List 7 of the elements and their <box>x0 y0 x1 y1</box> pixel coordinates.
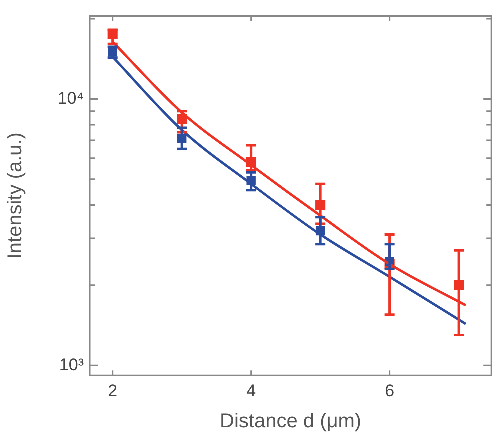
x-tick-label: 6 <box>385 381 395 400</box>
y-tick-label: 10³ <box>59 355 84 374</box>
x-tick-label: 2 <box>108 381 118 400</box>
y-axis-title: Intensity (a.u.) <box>4 132 27 260</box>
x-axis-title: Distance d (μm) <box>220 410 362 433</box>
x-tick-label: 4 <box>246 381 256 400</box>
y-tick-label: 10⁴ <box>58 88 84 108</box>
